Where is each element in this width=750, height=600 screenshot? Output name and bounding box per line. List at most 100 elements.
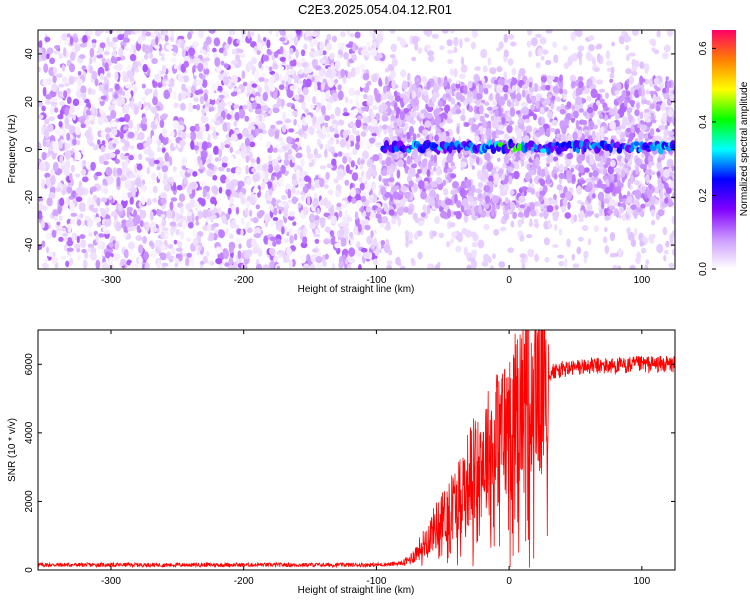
heatmap-cell [262, 264, 270, 269]
heatmap-cell [151, 57, 158, 65]
heatmap-cell [555, 160, 560, 168]
heatmap-cell [81, 148, 85, 155]
heatmap-cell [221, 155, 229, 163]
heatmap-cell [375, 226, 380, 234]
heatmap-cell [275, 238, 282, 245]
heatmap-cell [112, 167, 117, 177]
heatmap-cells [38, 30, 675, 269]
heatmap-cell [519, 204, 526, 209]
heatmap-cell [230, 91, 237, 97]
heatmap-cell [323, 238, 331, 245]
heatmap-cell [266, 39, 271, 49]
heatmap-cell [550, 145, 554, 153]
heatmap-cell [237, 250, 242, 259]
heatmap-cell [154, 45, 160, 50]
heatmap-cell [648, 233, 655, 244]
heatmap-cell [117, 34, 124, 41]
heatmap-cell [128, 154, 134, 161]
heatmap-cell [552, 215, 559, 222]
heatmap-cell [631, 70, 638, 76]
heatmap-cell [156, 227, 160, 233]
heatmap-cell [51, 229, 57, 238]
heatmap-cell [269, 144, 273, 153]
heatmap-cell [166, 209, 173, 219]
heatmap-cell [610, 159, 616, 167]
heatmap-cell [53, 215, 58, 222]
heatmap-cell [96, 197, 101, 207]
heatmap-cell [504, 79, 509, 85]
heatmap-cell [257, 86, 262, 94]
heatmap-cell [342, 155, 347, 164]
heatmap-cell [108, 195, 113, 200]
heatmap-cell [362, 125, 367, 130]
heatmap-cell [637, 123, 641, 128]
heatmap-cell [664, 197, 669, 204]
heatmap-cell [289, 85, 295, 91]
heatmap-cell [303, 206, 309, 216]
heatmap-cell [641, 247, 647, 254]
heatmap-cell [54, 107, 59, 113]
heatmap-cell [123, 30, 129, 40]
heatmap-cell [434, 108, 442, 113]
heatmap-cell [235, 167, 242, 175]
heatmap-cell [476, 92, 483, 100]
heatmap-cell [614, 186, 622, 194]
heatmap-cell [428, 196, 436, 207]
heatmap-cell [38, 40, 43, 49]
heatmap-cell [553, 156, 559, 162]
heatmap-cell [471, 185, 476, 194]
heatmap-cell [59, 155, 64, 164]
heatmap-cell [208, 232, 215, 241]
heatmap-cell [357, 223, 362, 233]
heatmap-cell [613, 167, 622, 173]
heatmap-cell [142, 236, 148, 244]
heatmap-cell [485, 128, 492, 138]
heatmap-cell [51, 256, 58, 265]
heatmap-x-axis: -300 -200 -100 0 100 [101, 30, 651, 286]
heatmap-cell [640, 203, 646, 209]
heatmap-cell [312, 96, 317, 105]
heatmap-cell [257, 128, 263, 134]
heatmap-cell [251, 57, 257, 65]
heatmap-cell [482, 80, 486, 89]
heatmap-cell [389, 54, 396, 59]
heatmap-cell [662, 226, 667, 236]
heatmap-cell [587, 106, 594, 114]
heatmap-cell [181, 48, 186, 58]
heatmap-cell [489, 67, 497, 75]
heatmap-cell [591, 130, 596, 140]
heatmap-cell [294, 94, 300, 101]
heatmap-cell [484, 101, 490, 106]
heatmap-cell [258, 209, 265, 217]
heatmap-cell [318, 48, 323, 57]
heatmap-cell [577, 236, 584, 242]
heatmap-cell [89, 47, 95, 58]
heatmap-cell [268, 128, 275, 137]
heatmap-cell [617, 179, 621, 188]
heatmap-cell [268, 109, 273, 115]
heatmap-cell [668, 201, 674, 207]
heatmap-cell [468, 117, 474, 126]
heatmap-cell [170, 30, 175, 39]
heatmap-cell [161, 128, 168, 137]
heatmap-cell [528, 169, 535, 176]
heatmap-cell [258, 132, 264, 141]
heatmap-cell [354, 94, 359, 103]
heatmap-cell [388, 177, 395, 183]
heatmap-cell [247, 252, 252, 258]
heatmap-cell [606, 67, 612, 72]
heatmap-cell [516, 136, 522, 144]
heatmap-cell [360, 205, 364, 214]
heatmap-cell [422, 91, 429, 96]
heatmap-cell [335, 205, 343, 211]
heatmap-cell [450, 189, 457, 196]
heatmap-cell [410, 257, 415, 264]
heatmap-cell [229, 110, 236, 116]
heatmap-cell [183, 176, 188, 186]
heatmap-cell [539, 106, 545, 114]
heatmap-cell [429, 189, 436, 199]
heatmap-cell [596, 99, 601, 106]
heatmap-cell [268, 30, 273, 35]
heatmap-cell [400, 69, 407, 78]
heatmap-cell [188, 102, 194, 113]
